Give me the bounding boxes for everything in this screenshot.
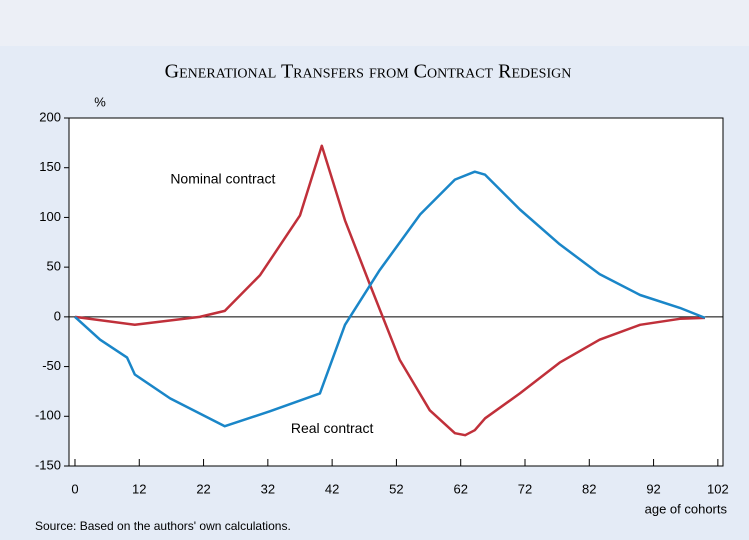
x-tick-label: 0 [71,481,78,496]
x-tick-label: 102 [707,481,729,496]
y-tick-label: -100 [35,408,61,423]
x-tick-label: 52 [389,481,403,496]
y-tick-label: 50 [47,259,61,274]
y-tick-label: -150 [35,457,61,472]
source: Source: Based on the authors' own calcul… [35,519,291,533]
x-tick-label: 42 [325,481,339,496]
x-tick-label: 72 [518,481,532,496]
x-tick-label: 12 [132,481,146,496]
x-tick-label: 22 [196,481,210,496]
y-tick-label: 150 [39,159,61,174]
x-tick-label: 92 [646,481,660,496]
header-band [0,0,749,46]
x-tick-label: 62 [453,481,467,496]
plot-area [68,117,724,467]
x-axis-label: age of cohorts [645,501,728,516]
x-tick-label: 82 [582,481,596,496]
y-axis-label: % [94,94,106,109]
y-tick-label: 200 [39,109,61,124]
x-tick-label: 32 [261,481,275,496]
annotation: Nominal contract [170,170,275,186]
chart-title: Generational Transfers from Contract Red… [165,61,572,83]
y-tick-label: 100 [39,209,61,224]
y-tick-label: 0 [54,308,61,323]
series-line [74,144,706,437]
y-tick-label: -50 [42,358,61,373]
series-line [74,170,706,428]
annotation: Real contract [291,420,374,436]
